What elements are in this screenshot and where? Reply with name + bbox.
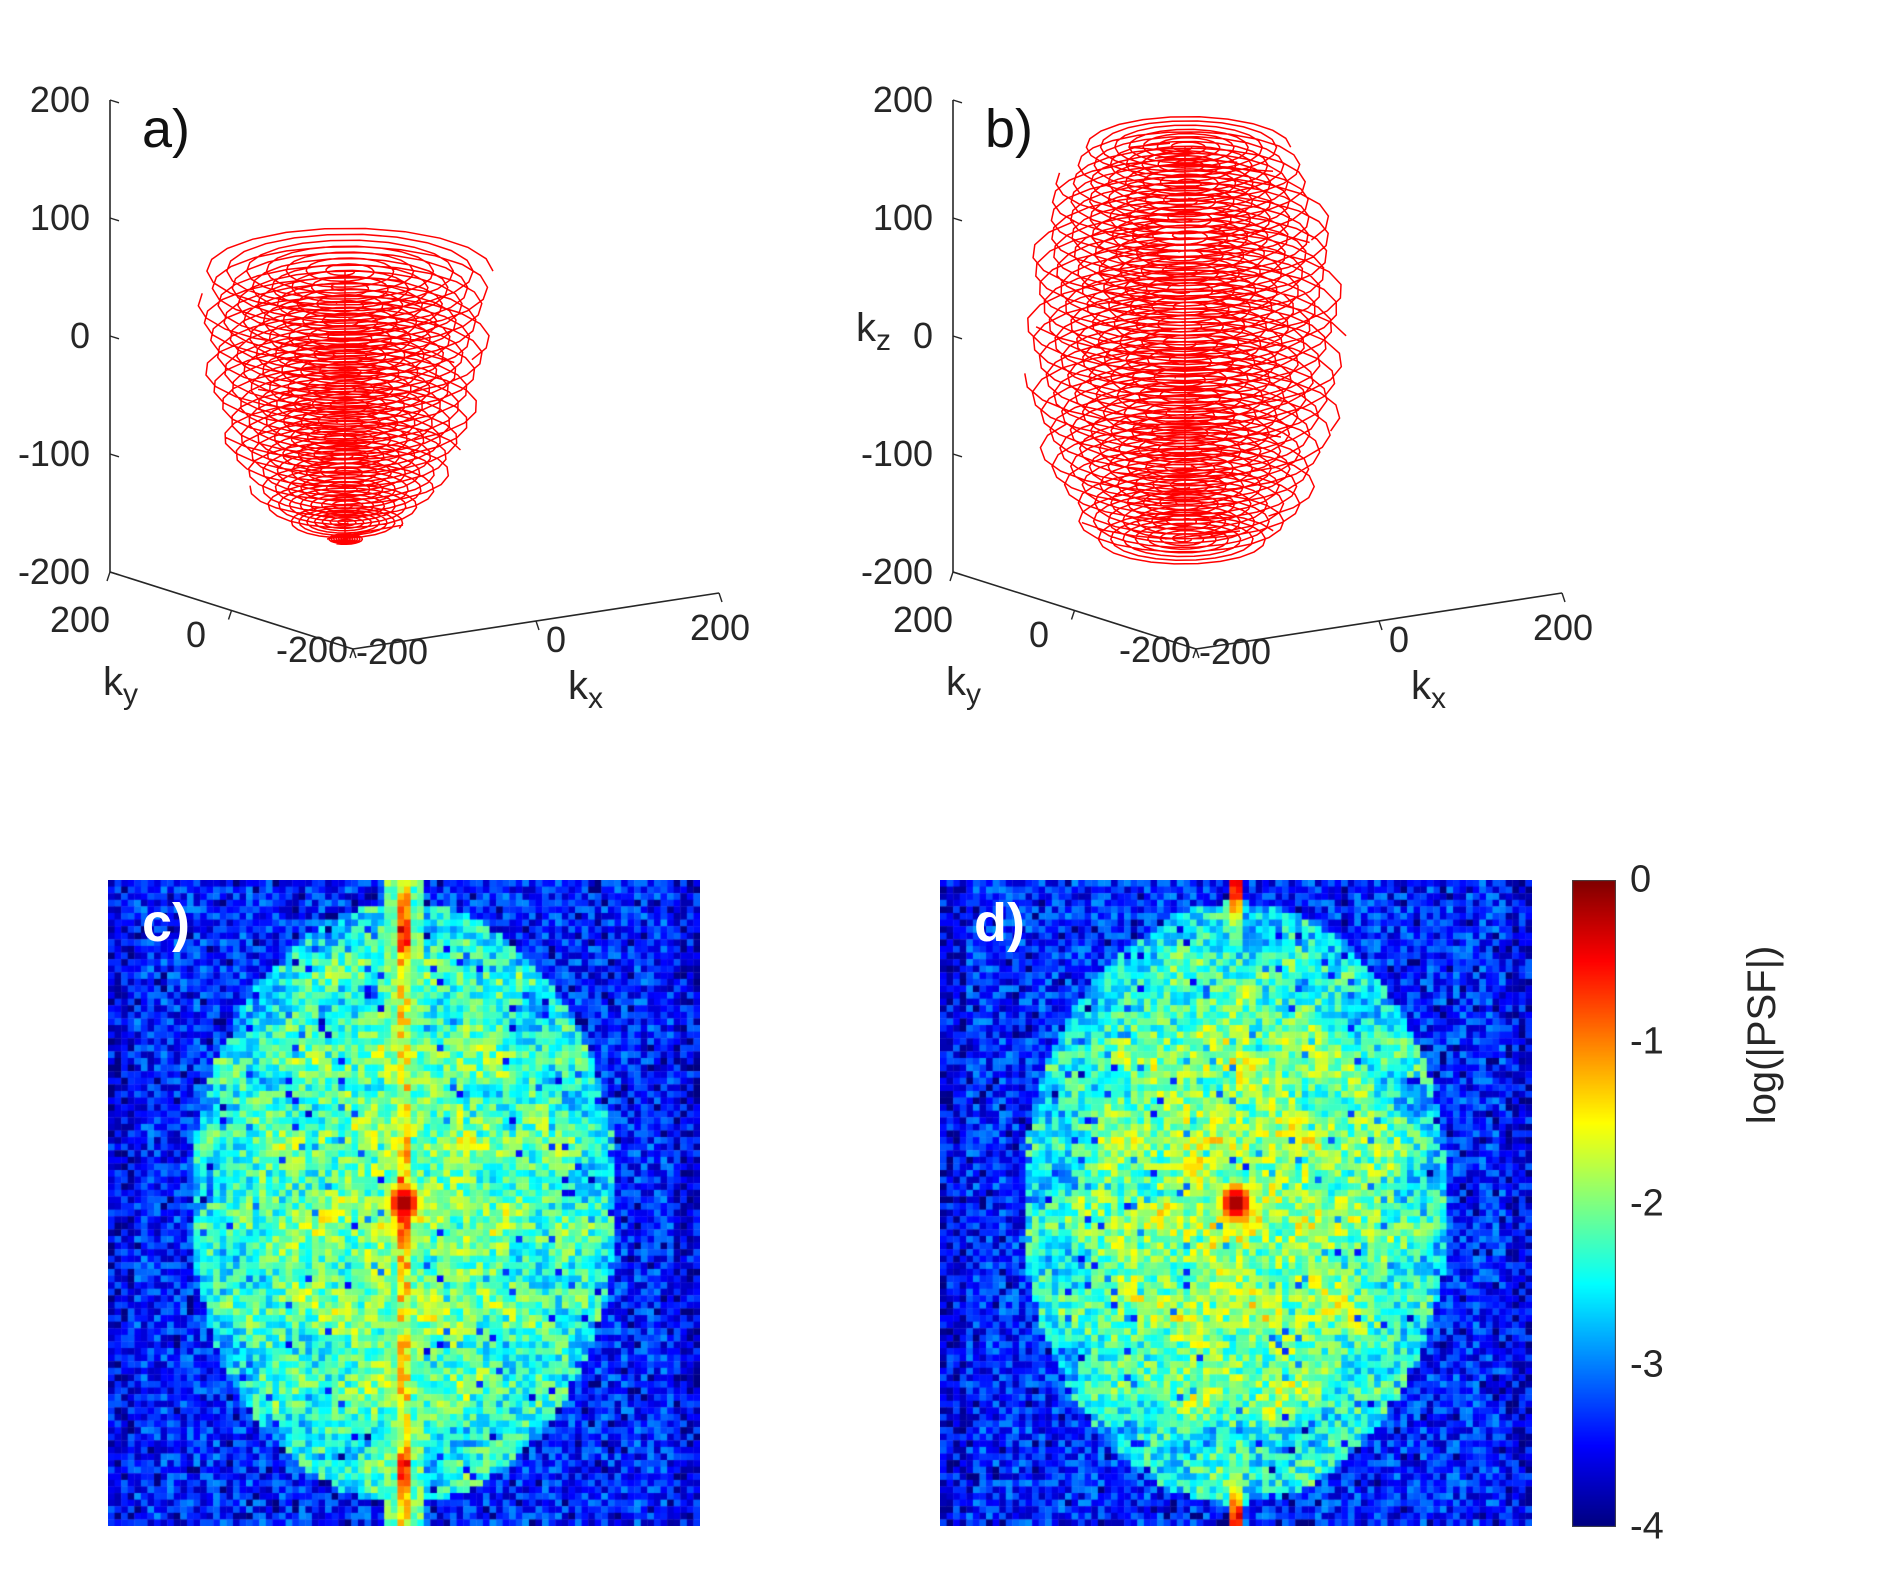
kz-axis-label-base: k bbox=[856, 306, 876, 350]
ky-tick-label: -200 bbox=[276, 629, 348, 670]
z-tick-label: 100 bbox=[873, 197, 933, 238]
z-tick-mark bbox=[952, 571, 963, 576]
z-tick-label: -100 bbox=[18, 433, 90, 474]
ky-tick-label: 0 bbox=[1029, 614, 1049, 655]
z-tick-mark bbox=[952, 335, 963, 340]
kx-tick-label: 200 bbox=[690, 607, 750, 648]
kx-tick-label: 200 bbox=[1533, 607, 1593, 648]
kx-axis-label-b: kx bbox=[1411, 664, 1446, 716]
kx-tick-label: -200 bbox=[356, 631, 428, 672]
ky-axis-label-sub: y bbox=[966, 678, 981, 711]
ky-axis-label-b: ky bbox=[946, 660, 981, 712]
ky-tick-mark bbox=[1192, 648, 1197, 659]
kx-tick-mark bbox=[718, 592, 723, 603]
ky-tick-label: 200 bbox=[893, 599, 953, 640]
kx-tick-mark bbox=[1378, 620, 1383, 631]
kz-axis-label: kz bbox=[856, 306, 891, 358]
kz-axis-label-sub: z bbox=[876, 324, 891, 357]
kx-tick-label: 0 bbox=[1389, 619, 1409, 660]
kx-tick-mark bbox=[535, 620, 540, 631]
ky-tick-label: 0 bbox=[186, 614, 206, 655]
z-tick-label: -100 bbox=[861, 433, 933, 474]
ky-tick-mark bbox=[1070, 610, 1076, 620]
kx-tick-mark bbox=[352, 648, 357, 659]
ky-axis-label-base: k bbox=[103, 660, 123, 704]
colorbar-label: log(|PSF|) bbox=[1740, 945, 1784, 1125]
z-tick-mark bbox=[109, 335, 120, 340]
z-tick-label: 200 bbox=[873, 79, 933, 120]
kx-tick-label: 0 bbox=[546, 619, 566, 660]
kx-axis-label-sub: x bbox=[588, 682, 603, 715]
kx-tick-mark bbox=[1561, 592, 1566, 603]
z-tick-label: 0 bbox=[70, 315, 90, 356]
ky-tick-mark bbox=[106, 571, 111, 582]
kx-tick-label: -200 bbox=[1199, 631, 1271, 672]
panel-d-label: d) bbox=[974, 893, 1025, 953]
kx-axis-label-base: k bbox=[1411, 664, 1431, 708]
panel-b-label: b) bbox=[985, 99, 1034, 159]
panel-c-label: c) bbox=[142, 893, 191, 953]
kx-axis-label-base: k bbox=[568, 664, 588, 708]
z-tick-mark bbox=[952, 453, 963, 458]
ky-axis-label-sub: y bbox=[123, 678, 138, 711]
z-tick-label: -200 bbox=[861, 551, 933, 592]
colorbar-tick-label: 0 bbox=[1630, 858, 1652, 901]
psf-heatmap-c bbox=[108, 880, 700, 1526]
kx-axis-label-a: kx bbox=[568, 664, 603, 716]
z-tick-label: 200 bbox=[30, 79, 90, 120]
ky-tick-mark bbox=[949, 571, 954, 582]
colorbar bbox=[1572, 880, 1616, 1527]
colorbar-tick-label: -2 bbox=[1630, 1182, 1664, 1224]
z-tick-mark bbox=[109, 571, 120, 576]
ky-tick-mark bbox=[349, 648, 354, 659]
ky-tick-mark bbox=[227, 610, 233, 620]
kspace-trajectory-path bbox=[1024, 116, 1347, 565]
psf-heatmap-d bbox=[940, 880, 1532, 1526]
ky-axis-label-a: ky bbox=[103, 660, 138, 712]
z-tick-label: 100 bbox=[30, 197, 90, 238]
kx-axis-label-sub: x bbox=[1431, 682, 1446, 715]
z-tick-label: -200 bbox=[18, 551, 90, 592]
ky-axis-label-base: k bbox=[946, 660, 966, 704]
panel-a-label: a) bbox=[142, 99, 191, 159]
kspace-trajectory-path bbox=[197, 227, 494, 546]
z-tick-mark bbox=[109, 453, 120, 458]
ky-tick-label: -200 bbox=[1119, 629, 1191, 670]
colorbar-tick-label: -4 bbox=[1630, 1505, 1664, 1548]
z-tick-mark bbox=[952, 99, 963, 104]
z-tick-mark bbox=[952, 217, 963, 222]
z-tick-mark bbox=[109, 217, 120, 222]
z-tick-label: 0 bbox=[913, 315, 933, 356]
z-tick-mark bbox=[109, 99, 120, 104]
colorbar-tick-label: -1 bbox=[1630, 1020, 1664, 1063]
colorbar-tick-label: -3 bbox=[1630, 1343, 1664, 1386]
kx-tick-mark bbox=[1195, 648, 1200, 659]
ky-tick-label: 200 bbox=[50, 599, 110, 640]
